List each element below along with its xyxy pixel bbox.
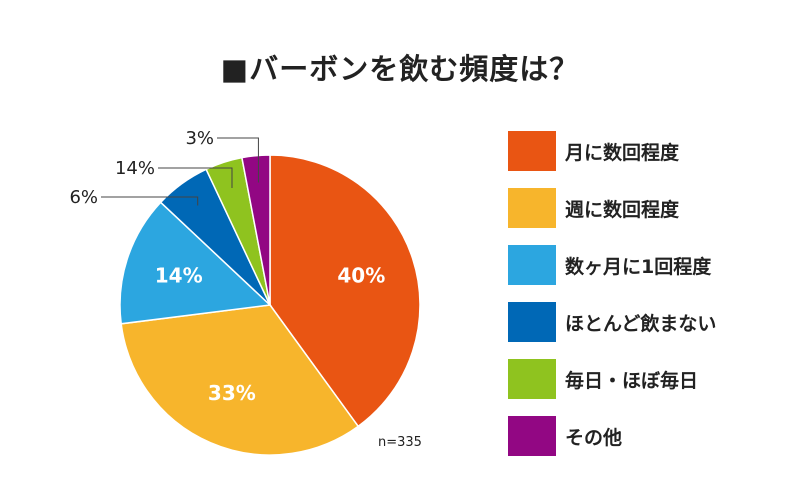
legend-label-every-few-months: 数ヶ月に1回程度 — [565, 255, 712, 278]
callout-label-daily: 14% — [115, 158, 155, 179]
legend-swatch-other — [508, 416, 556, 456]
legend-label-other: その他 — [565, 426, 623, 449]
callout-line-other — [217, 137, 259, 183]
legend-item-every-few-months: 数ヶ月に1回程度 — [508, 245, 711, 285]
callout-label-rarely: 6% — [69, 187, 98, 208]
chart-title: ■バーボンを飲む頻度は？ — [220, 52, 580, 86]
legend-item-weekly: 週に数回程度 — [508, 188, 679, 228]
legend-swatch-rarely — [508, 302, 556, 342]
callout-label-other: 3% — [185, 128, 214, 149]
legend-label-daily: 毎日・ほぼ毎日 — [565, 369, 699, 392]
legend-item-rarely: ほとんど飲まない — [508, 302, 716, 342]
pie-slice-other — [241, 154, 271, 306]
slice-label-every-few-months: 14% — [155, 263, 203, 287]
legend-item-daily: 毎日・ほぼ毎日 — [508, 359, 698, 399]
callout-line-daily — [158, 167, 233, 189]
pie-slice-monthly — [269, 154, 421, 428]
pie-slice-every-few-months — [119, 201, 272, 325]
legend-swatch-daily — [508, 359, 556, 399]
legend-swatch-weekly — [508, 188, 556, 228]
legend-item-monthly: 月に数回程度 — [508, 131, 679, 171]
legend-label-monthly: 月に数回程度 — [565, 141, 680, 164]
pie-slice-weekly — [120, 304, 360, 456]
legend-item-other: その他 — [508, 416, 622, 456]
slice-label-weekly: 33% — [208, 381, 256, 405]
slice-label-monthly: 40% — [337, 263, 385, 287]
sample-size-note: n=335 — [378, 435, 422, 450]
callout-line-rarely — [101, 196, 199, 206]
legend-swatch-every-few-months — [508, 245, 556, 285]
legend-label-weekly: 週に数回程度 — [565, 198, 680, 221]
legend-label-rarely: ほとんど飲まない — [565, 312, 717, 335]
legend-swatch-monthly — [508, 131, 556, 171]
